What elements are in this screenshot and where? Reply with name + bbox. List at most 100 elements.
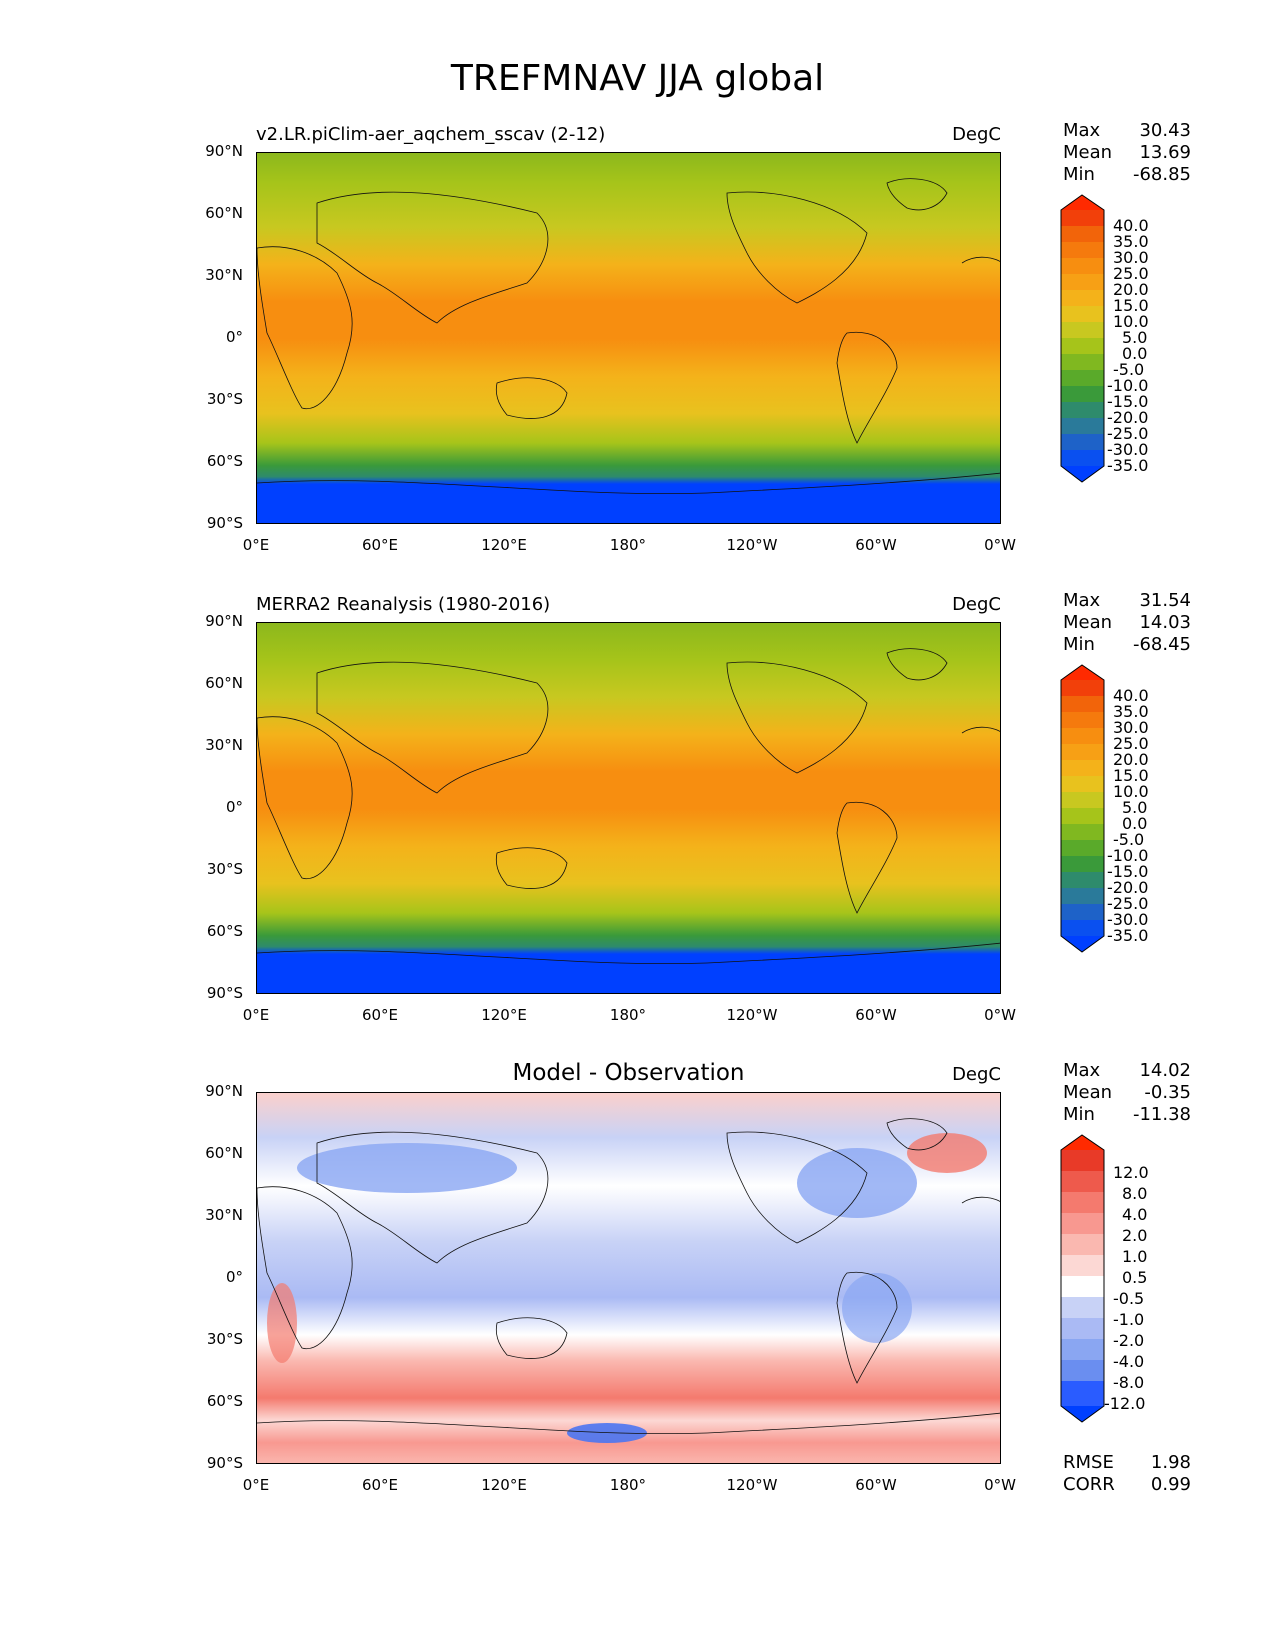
colorbar-label: -35.0 (1107, 456, 1149, 475)
lon-label: 120°E (481, 1006, 527, 1024)
stat-min: Min -11.38 (1063, 1104, 1191, 1125)
colorbar-label: -5.0 (1113, 360, 1145, 379)
lat-label: 90°S (206, 1454, 243, 1472)
colorbar-label: 0.5 (1122, 1268, 1148, 1287)
lat-label: 90°N (205, 612, 243, 630)
lat-label: 30°S (206, 860, 243, 878)
lat-label: 60°N (205, 1144, 243, 1162)
stats-block: Max 31.54 Mean 14.03 Min -68.45 (1063, 590, 1191, 656)
lat-label: 60°N (205, 674, 243, 692)
lon-label: 60°E (361, 1476, 399, 1494)
colorbar-label: 40.0 (1113, 216, 1149, 235)
lat-label: 60°S (206, 452, 243, 470)
colorbar-label: 15.0 (1113, 766, 1149, 785)
colorbar-label: -25.0 (1107, 424, 1149, 443)
colorbar-label: 2.0 (1122, 1226, 1148, 1245)
lat-label: 0° (225, 328, 243, 346)
stat-mean: Mean 14.03 (1063, 612, 1191, 633)
colorbar-svg (1060, 194, 1105, 483)
lon-label: 120°W (726, 1006, 778, 1024)
colorbar-label: 35.0 (1113, 232, 1149, 251)
model-panel: v2.LR.piClim-aer_aqchem_sscav (2-12) Deg… (0, 120, 1275, 590)
colorbar-label: -8.0 (1113, 1373, 1145, 1392)
colorbar-label: 20.0 (1113, 280, 1149, 299)
colorbar-label: -20.0 (1107, 408, 1149, 427)
colorbar-svg (1060, 1134, 1105, 1423)
colorbar-label: 10.0 (1113, 312, 1149, 331)
diff-map-svg (257, 1093, 1000, 1463)
colorbar-label: -15.0 (1107, 862, 1149, 881)
colorbar-label: 25.0 (1113, 734, 1149, 753)
lon-label: 120°E (481, 1476, 527, 1494)
colorbar-label: 5.0 (1122, 798, 1148, 817)
stat-max: Max 14.02 (1063, 1060, 1191, 1081)
lon-label: 180° (609, 536, 647, 554)
colorbar-label: -30.0 (1107, 910, 1149, 929)
figure-title: TREFMNAV JJA global (450, 58, 825, 99)
colorbar (1060, 194, 1105, 498)
colorbar-label: 20.0 (1113, 750, 1149, 769)
colorbar-label: 10.0 (1113, 782, 1149, 801)
stats-block: Max 14.02 Mean -0.35 Min -11.38 (1063, 1060, 1191, 1126)
lon-label: 0°W (984, 1006, 1016, 1024)
colorbar-label: -2.0 (1113, 1331, 1145, 1350)
colorbar-label: 30.0 (1113, 718, 1149, 737)
colorbar-label: 1.0 (1122, 1247, 1148, 1266)
stat-mean: Mean -0.35 (1063, 1082, 1191, 1103)
lat-label: 90°N (205, 142, 243, 160)
colorbar-label: 0.0 (1122, 814, 1148, 833)
lat-label: 0° (225, 1268, 243, 1286)
lon-label: 0°E (242, 1476, 270, 1494)
colorbar-label: -25.0 (1107, 894, 1149, 913)
stat-min: Min -68.45 (1063, 634, 1191, 655)
lat-label: 60°N (205, 204, 243, 222)
lat-label: 30°S (206, 390, 243, 408)
model-map-svg (257, 153, 1000, 523)
colorbar-label: 30.0 (1113, 248, 1149, 267)
colorbar-label: -15.0 (1107, 392, 1149, 411)
stat-min: Min -68.85 (1063, 164, 1191, 185)
lon-label: 120°E (481, 536, 527, 554)
colorbar-label: 12.0 (1113, 1163, 1149, 1182)
lon-label: 0°E (242, 1006, 270, 1024)
colorbar-label: 5.0 (1122, 328, 1148, 347)
lon-label: 60°W (855, 1006, 897, 1024)
colorbar-label: 15.0 (1113, 296, 1149, 315)
obs-panel: MERRA2 Reanalysis (1980-2016) DegC (0, 590, 1275, 1060)
panel-units: DegC (952, 594, 1001, 615)
colorbar-label: 0.0 (1122, 344, 1148, 363)
diff-map (256, 1092, 1001, 1464)
lat-label: 0° (225, 798, 243, 816)
lat-label: 30°S (206, 1330, 243, 1348)
metrics-block: RMSE 1.98 CORR 0.99 (1063, 1452, 1191, 1496)
lon-label: 60°W (855, 536, 897, 554)
colorbar (1060, 1134, 1105, 1438)
metric-corr: CORR 0.99 (1063, 1474, 1191, 1495)
colorbar-label: 35.0 (1113, 702, 1149, 721)
model-map (256, 152, 1001, 524)
lon-label: 180° (609, 1006, 647, 1024)
colorbar-label: -1.0 (1113, 1310, 1145, 1329)
lon-label: 0°W (984, 1476, 1016, 1494)
obs-map-svg (257, 623, 1000, 993)
colorbar-svg (1060, 664, 1105, 953)
colorbar-label: -5.0 (1113, 830, 1145, 849)
colorbar-label: 8.0 (1122, 1184, 1148, 1203)
colorbar-label: -30.0 (1107, 440, 1149, 459)
stat-max: Max 30.43 (1063, 120, 1191, 141)
metric-rmse: RMSE 1.98 (1063, 1452, 1191, 1473)
colorbar-label: -10.0 (1107, 846, 1149, 865)
stats-block: Max 30.43 Mean 13.69 Min -68.85 (1063, 120, 1191, 186)
lon-label: 60°E (361, 536, 399, 554)
stat-max: Max 31.54 (1063, 590, 1191, 611)
lon-label: 60°W (855, 1476, 897, 1494)
lon-label: 120°W (726, 536, 778, 554)
colorbar-label: -10.0 (1107, 376, 1149, 395)
colorbar-label: -12.0 (1104, 1394, 1146, 1413)
lon-label: 180° (609, 1476, 647, 1494)
lon-label: 120°W (726, 1476, 778, 1494)
colorbar-label: -35.0 (1107, 926, 1149, 945)
lat-label: 90°S (206, 984, 243, 1002)
colorbar-label: -4.0 (1113, 1352, 1145, 1371)
stat-mean: Mean 13.69 (1063, 142, 1191, 163)
